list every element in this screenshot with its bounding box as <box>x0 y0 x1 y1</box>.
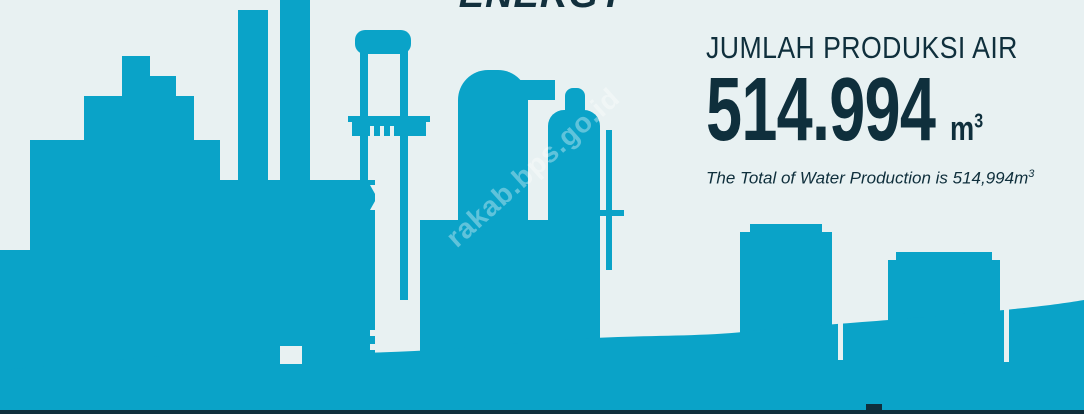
section-title: ENERGY <box>0 0 1084 17</box>
description-text: The Total of Water Production is 514,994… <box>706 168 1029 188</box>
production-value-row: 514.994 m3 <box>706 60 1076 160</box>
production-info-panel: JUMLAH PRODUKSI AIR 514.994 m3 The Total… <box>706 30 1076 191</box>
ground-dark-edge <box>0 404 1084 414</box>
skyline-details <box>280 60 1009 364</box>
production-unit: m3 <box>950 110 983 149</box>
production-label: JUMLAH PRODUKSI AIR <box>706 30 1018 65</box>
unit-superscript: 3 <box>974 110 984 133</box>
unit-base: m <box>950 110 975 148</box>
production-description: The Total of Water Production is 514,994… <box>706 162 1036 191</box>
production-value: 514.994 <box>706 60 936 160</box>
description-superscript: 3 <box>1028 168 1035 180</box>
